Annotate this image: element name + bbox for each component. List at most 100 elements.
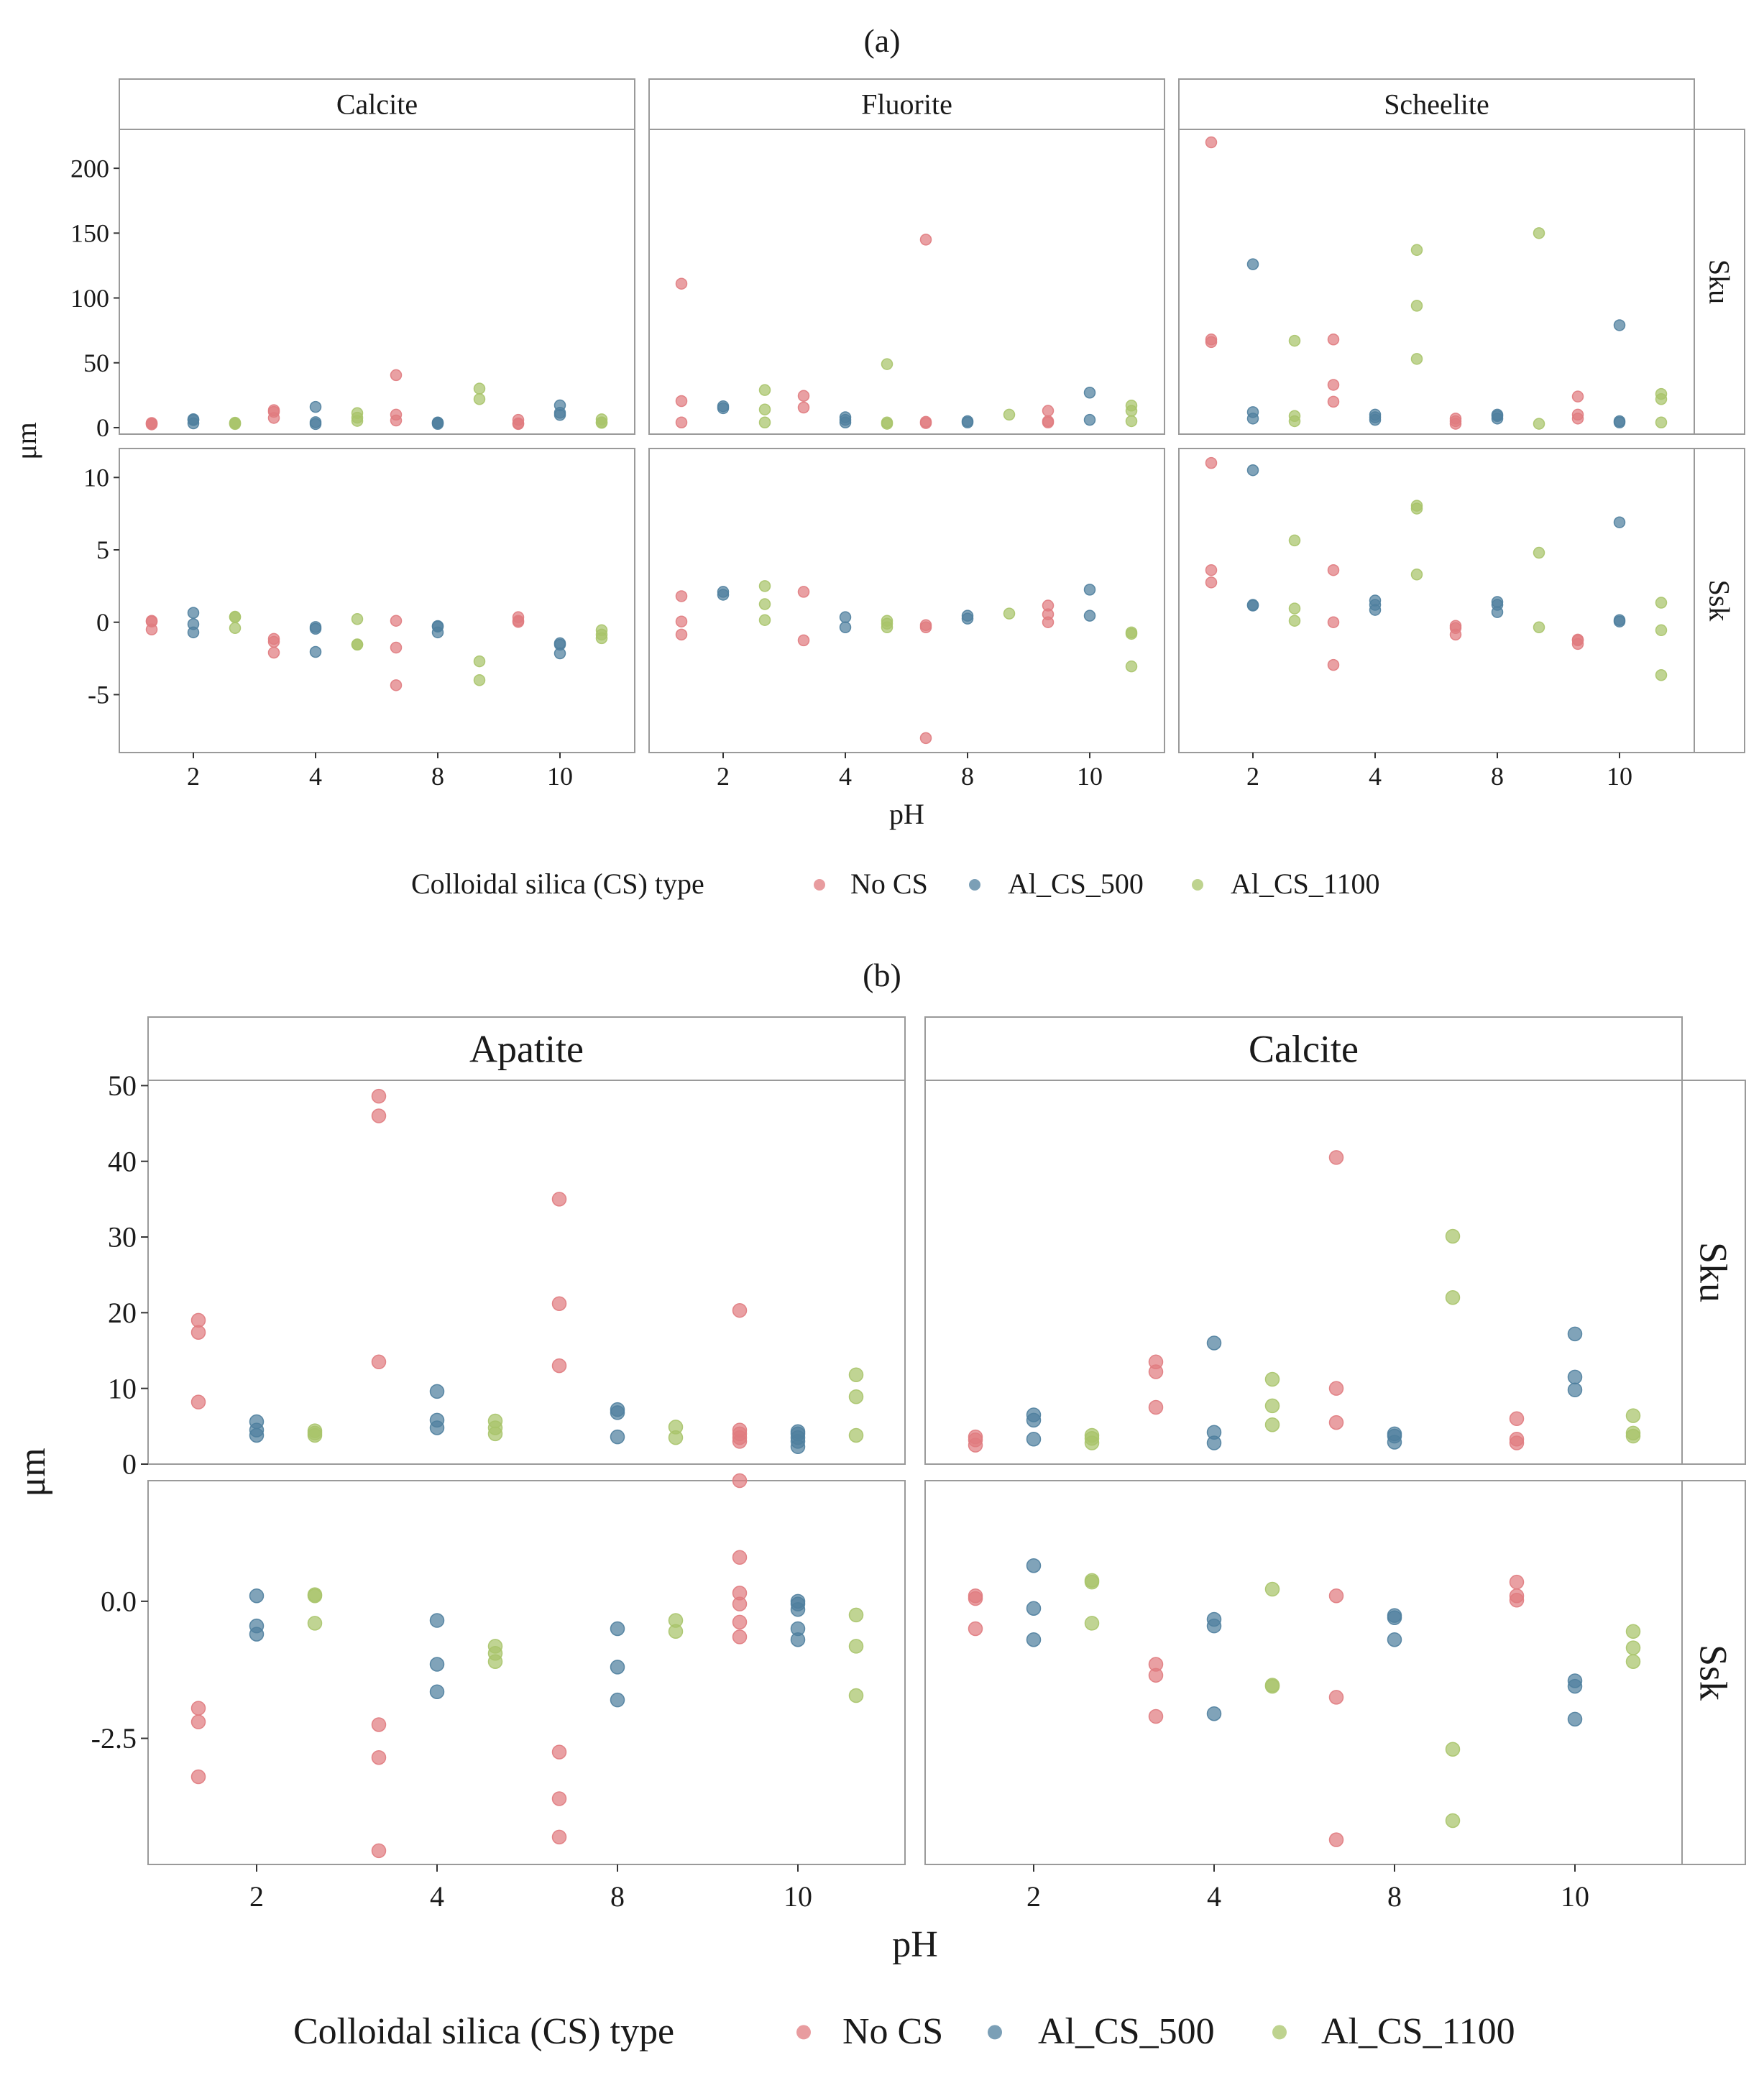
x-tick-label: 10 <box>1607 762 1632 791</box>
data-point <box>1613 614 1626 626</box>
data-point <box>610 1692 625 1708</box>
data-point <box>848 1389 864 1404</box>
data-point <box>309 400 322 413</box>
data-point <box>1042 599 1055 612</box>
data-point <box>473 382 486 395</box>
row-strip-label: Ssk <box>1692 1645 1735 1701</box>
x-tick-label: 4 <box>1207 1880 1221 1913</box>
data-point <box>1509 1574 1525 1590</box>
data-point <box>307 1423 323 1438</box>
plot-panel <box>119 129 635 435</box>
x-tick-label: 4 <box>430 1880 444 1913</box>
data-point <box>1084 1573 1100 1588</box>
data-point <box>1387 1608 1402 1623</box>
y-tick-label: 100 <box>70 284 109 313</box>
legend-key-no-cs <box>796 2025 811 2040</box>
data-point <box>390 641 403 654</box>
facet-strip-label: Calcite <box>336 88 418 121</box>
data-point <box>1026 1601 1042 1616</box>
data-point <box>309 416 322 428</box>
x-tick-label: 2 <box>1026 1880 1041 1913</box>
data-point <box>1026 1431 1042 1447</box>
data-point <box>1205 456 1218 469</box>
data-point <box>1571 633 1584 646</box>
legend-label: Al_CS_1100 <box>1231 868 1379 900</box>
data-point <box>919 619 932 631</box>
legend-key-al_cs_1100 <box>1192 879 1203 891</box>
data-point <box>190 1394 206 1409</box>
data-point <box>1026 1632 1042 1647</box>
data-point <box>1042 405 1055 417</box>
data-point <box>1246 406 1259 418</box>
x-tick-label: 2 <box>249 1880 264 1913</box>
data-point <box>551 1358 567 1374</box>
x-axis-label: pH <box>889 798 924 830</box>
data-point <box>595 413 608 426</box>
data-point <box>1613 516 1626 528</box>
data-point <box>429 1684 445 1699</box>
data-point <box>881 416 894 429</box>
data-point <box>1125 626 1138 639</box>
data-point <box>1083 584 1096 596</box>
data-point <box>1567 1711 1583 1727</box>
row-strip-sku <box>1694 129 1745 435</box>
data-point <box>390 408 403 421</box>
data-point <box>473 655 486 668</box>
plot-panel <box>147 1480 906 1865</box>
data-point <box>1148 1657 1164 1672</box>
legend-label: No CS <box>850 868 928 900</box>
data-point <box>1327 395 1340 408</box>
data-point <box>1327 334 1340 346</box>
data-point <box>717 400 730 413</box>
data-point <box>1264 1678 1280 1693</box>
data-point <box>1264 1398 1280 1414</box>
data-point <box>848 1688 864 1703</box>
data-point <box>1655 668 1668 681</box>
y-tick-label: 0 <box>96 608 109 637</box>
data-point <box>1205 576 1218 589</box>
data-point <box>1655 624 1668 637</box>
data-point <box>551 1296 567 1311</box>
data-point <box>309 621 322 633</box>
data-point <box>307 1587 323 1602</box>
y-tick-label: -2.5 <box>91 1722 137 1754</box>
data-point <box>675 628 688 641</box>
data-point <box>1148 1354 1164 1370</box>
data-point <box>1533 621 1545 634</box>
data-point <box>351 613 364 625</box>
y-tick-label: 200 <box>70 154 109 183</box>
x-tick-label: 8 <box>961 762 974 791</box>
data-point <box>1246 599 1259 611</box>
data-point <box>675 590 688 602</box>
data-point <box>473 393 486 405</box>
data-point <box>190 1701 206 1716</box>
data-point <box>1125 660 1138 673</box>
data-point <box>187 618 200 630</box>
row-strip-label: Sku <box>1692 1242 1735 1302</box>
data-point <box>1328 1690 1344 1705</box>
data-point <box>610 1660 625 1675</box>
data-point <box>429 1613 445 1628</box>
data-point <box>1491 596 1504 608</box>
data-point <box>371 1088 387 1104</box>
data-point <box>551 1744 567 1760</box>
data-point <box>732 1629 748 1645</box>
data-point <box>551 1791 567 1806</box>
x-tick-label: 8 <box>1491 762 1504 791</box>
data-point <box>1125 415 1138 428</box>
data-point <box>429 1384 445 1399</box>
data-point <box>371 1354 387 1370</box>
data-point <box>1571 408 1584 421</box>
data-point <box>487 1639 503 1654</box>
data-point <box>758 580 771 592</box>
legend-label: Al_CS_1100 <box>1321 2011 1515 2052</box>
data-point <box>675 416 688 429</box>
facet-strip-scheelite <box>1178 78 1695 130</box>
data-point <box>512 413 525 426</box>
plot-panel <box>924 1480 1683 1865</box>
data-point <box>551 1829 567 1845</box>
facet-strip-label: Apatite <box>469 1027 584 1070</box>
y-tick-label: 10 <box>108 1372 137 1404</box>
facet-strip-fluorite <box>648 78 1165 130</box>
